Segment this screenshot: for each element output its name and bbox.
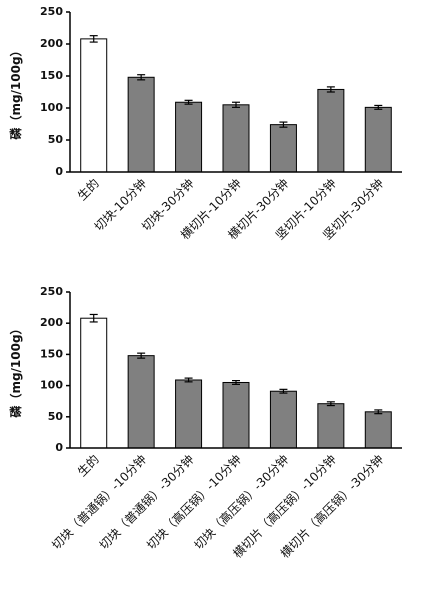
- x-tick-label: 生的: [74, 176, 102, 204]
- bar: [317, 88, 345, 173]
- y-tick-label: 200: [40, 37, 63, 50]
- y-tick-label: 100: [40, 379, 63, 392]
- y-tick-label: 0: [55, 441, 63, 454]
- bar: [222, 104, 250, 173]
- bar: [127, 76, 155, 173]
- chart: 磷（mg/100g）050100150200250生的切块-10分钟切块-30分…: [8, 5, 402, 242]
- bar: [80, 317, 108, 449]
- y-tick-label: 0: [55, 165, 63, 178]
- bar: [80, 38, 108, 173]
- y-tick-label: 150: [40, 347, 63, 360]
- y-tick-label: 50: [48, 410, 64, 423]
- x-tick-label: 切块（高压锅）-30分钟: [191, 452, 292, 553]
- bar: [127, 355, 155, 449]
- bar: [175, 379, 203, 449]
- bar: [175, 101, 203, 173]
- y-tick-label: 250: [40, 5, 63, 18]
- y-tick-label: 150: [40, 69, 63, 82]
- y-tick-label: 100: [40, 101, 63, 114]
- bar: [269, 124, 297, 173]
- x-tick-label: 切块（普通锅）-10分钟: [48, 452, 149, 553]
- y-axis-label: 磷（mg/100g）: [8, 44, 23, 139]
- y-tick-label: 200: [40, 316, 63, 329]
- bar: [364, 106, 392, 173]
- bar: [222, 381, 250, 449]
- y-axis-label: 磷（mg/100g）: [8, 322, 23, 417]
- bar: [269, 390, 297, 449]
- chart: 磷（mg/100g） 0 50 100 150 200 250 生的切块（普通锅）-10分钟切…: [8, 285, 402, 561]
- bar: [317, 403, 345, 449]
- bar: [364, 411, 392, 449]
- x-tick-label: 切块（普通锅）-30分钟: [96, 452, 197, 553]
- y-tick-label: 250: [40, 285, 63, 298]
- x-tick-label: 生的: [74, 452, 102, 480]
- x-tick-label: 切块（高压锅）-10分钟: [143, 452, 244, 553]
- y-tick-label: 50: [48, 133, 64, 146]
